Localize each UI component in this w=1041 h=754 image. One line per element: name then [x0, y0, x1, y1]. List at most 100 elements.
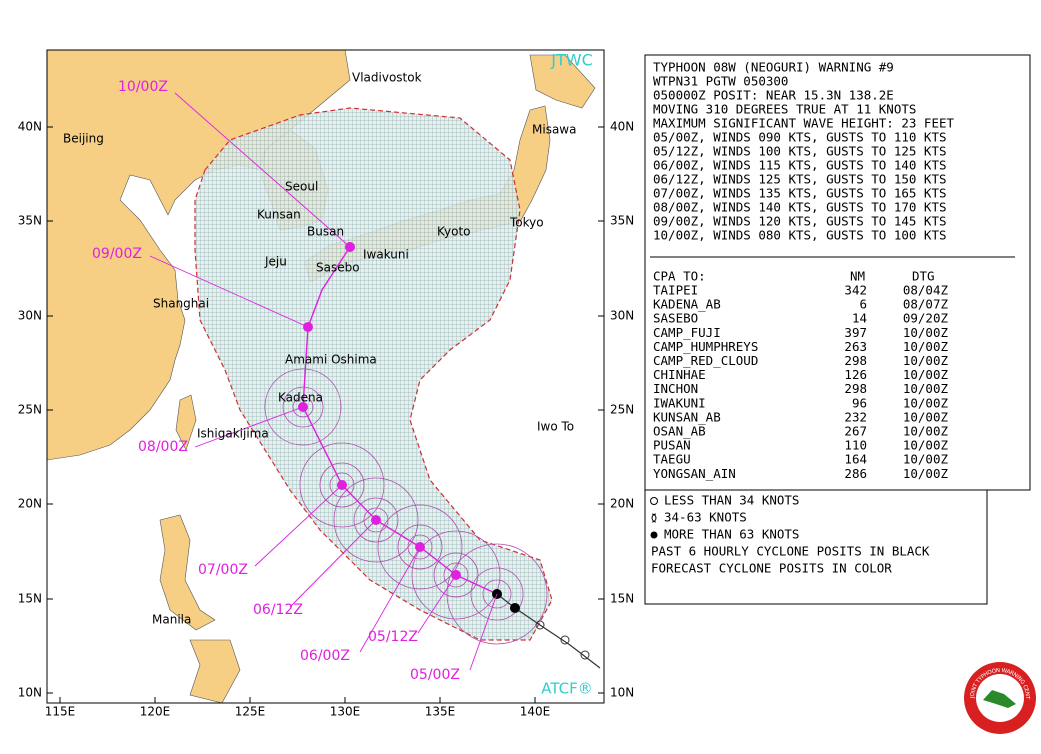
agency-bottom: ATCF®	[541, 680, 592, 698]
forecast-label: 09/00Z	[92, 246, 142, 262]
lon-label: 140E	[520, 705, 551, 719]
cpa-cell: 10/00Z	[903, 438, 949, 453]
place-label: Iwakuni	[363, 248, 409, 262]
warning-line: MOVING 310 DEGREES TRUE AT 11 KNOTS	[653, 102, 916, 117]
cpa-cell: 10/00Z	[903, 325, 949, 340]
place-label: Tokyo	[509, 216, 544, 230]
lon-label: 130E	[330, 705, 361, 719]
lon-label: 135E	[425, 705, 456, 719]
cpa-cell: 10/00Z	[903, 339, 949, 354]
warning-line: WTPN31 PGTW 050300	[653, 74, 788, 89]
cpa-cell: 10/00Z	[903, 381, 949, 396]
cpa-cell: YONGSAN_AIN	[653, 466, 736, 481]
danger-area	[194, 107, 553, 641]
lat-label: 30N	[610, 309, 634, 323]
cpa-cell: 286	[844, 466, 867, 481]
place-label: Jeju	[264, 255, 287, 269]
cpa-cell: 10/00Z	[903, 353, 949, 368]
lat-label: 10N	[18, 686, 42, 700]
place-label: Amami Oshima	[285, 353, 377, 367]
cpa-cell: 10/00Z	[903, 466, 949, 481]
warning-line: 10/00Z, WINDS 080 KTS, GUSTS TO 100 KTS	[653, 228, 947, 243]
cpa-cell: SASEBO	[653, 311, 698, 326]
forecast-label: 06/00Z	[300, 648, 350, 664]
cpa-cell: 10/00Z	[903, 409, 949, 424]
forecast-label: 07/00Z	[198, 562, 248, 578]
cpa-cell: 14	[852, 311, 867, 326]
cpa-cell: CHINHAE	[653, 367, 706, 382]
forecast-label: 08/00Z	[138, 439, 188, 455]
legend-box	[644, 489, 988, 605]
cpa-cell: 110	[844, 438, 867, 453]
warning-line: TYPHOON 08W (NEOGURI) WARNING #9	[653, 60, 894, 75]
place-label: Vladivostok	[352, 71, 422, 85]
symbol-weak	[650, 497, 658, 505]
place-label: Iwo To	[537, 420, 574, 434]
cpa-cell: 126	[844, 367, 867, 382]
label-leaders	[149, 92, 498, 671]
cpa-cell: CAMP_RED_CLOUD	[653, 353, 758, 368]
cpa-header: NM	[850, 269, 865, 284]
lat-label: 15N	[18, 592, 42, 606]
place-label: Kunsan	[257, 208, 301, 222]
forecast-label: 10/00Z	[118, 79, 168, 95]
cpa-cell: 10/00Z	[903, 367, 949, 382]
cpa-cell: OSAN_AB	[653, 424, 706, 439]
cpa-cell: 263	[844, 339, 867, 354]
place-label: Beijing	[63, 132, 104, 146]
lat-label: 40N	[610, 120, 634, 134]
place-label: Manila	[152, 613, 191, 627]
cpa-cell: CAMP_HUMPHREYS	[653, 339, 758, 354]
legend-item: LESS THAN 34 KNOTS	[664, 493, 799, 508]
cpa-cell: 298	[844, 353, 867, 368]
lat-label: 25N	[18, 403, 42, 417]
cpa-cell: 342	[844, 283, 867, 298]
legend-item: MORE THAN 63 KNOTS	[664, 527, 799, 542]
warning-box	[644, 54, 1031, 491]
warning-line: 08/00Z, WINDS 140 KTS, GUSTS TO 170 KTS	[653, 200, 947, 215]
lat-label: 40N	[18, 120, 42, 134]
lat-label: 35N	[18, 214, 42, 228]
cpa-cell: TAIPEI	[653, 283, 698, 298]
legend-item: 34-63 KNOTS	[664, 510, 747, 525]
cpa-cell: KADENA_AB	[653, 297, 721, 312]
cpa-cell: 6	[859, 297, 867, 312]
place-label: Busan	[307, 225, 344, 239]
lat-label: 10N	[610, 686, 634, 700]
lat-label: 20N	[610, 497, 634, 511]
cpa-cell: INCHON	[653, 381, 698, 396]
cpa-cell: 10/00Z	[903, 452, 949, 467]
lon-label: 125E	[235, 705, 266, 719]
place-label: Kyoto	[437, 225, 471, 239]
cpa-cell: 298	[844, 381, 867, 396]
place-label: Sasebo	[316, 261, 360, 275]
warning-line: MAXIMUM SIGNIFICANT WAVE HEIGHT: 23 FEET	[653, 116, 954, 131]
forecast-label: 05/00Z	[410, 667, 460, 683]
cpa-cell: 164	[844, 452, 867, 467]
forecast-label: 06/12Z	[253, 602, 303, 618]
cpa-cell: 09/20Z	[903, 311, 949, 326]
warning-line: 05/00Z, WINDS 090 KTS, GUSTS TO 110 KTS	[653, 130, 947, 145]
cpa-header: CPA TO:	[653, 269, 706, 284]
place-label: Misawa	[532, 123, 576, 137]
place-label: Kadena	[278, 391, 323, 405]
place-label: Seoul	[285, 180, 318, 194]
lon-label: 115E	[45, 705, 76, 719]
warning-line: 06/00Z, WINDS 115 KTS, GUSTS TO 140 KTS	[653, 158, 947, 173]
cpa-cell: 397	[844, 325, 867, 340]
cpa-cell: 232	[844, 409, 867, 424]
symbol-typhoon	[650, 531, 658, 539]
lat-label: 35N	[610, 214, 634, 228]
cpa-cell: 08/07Z	[903, 297, 949, 312]
cpa-cell: TAEGU	[653, 452, 691, 467]
agency-top: JTWC	[550, 51, 592, 70]
cpa-header: DTG	[912, 269, 935, 284]
place-label: Ishigakijima	[197, 427, 269, 441]
forecast-label: 05/12Z	[368, 629, 418, 645]
cpa-cell: IWAKUNI	[653, 395, 706, 410]
warning-line: 07/00Z, WINDS 135 KTS, GUSTS TO 165 KTS	[653, 186, 947, 201]
lat-label: 25N	[610, 403, 634, 417]
wind-radii	[264, 368, 548, 645]
lon-label: 120E	[140, 705, 171, 719]
